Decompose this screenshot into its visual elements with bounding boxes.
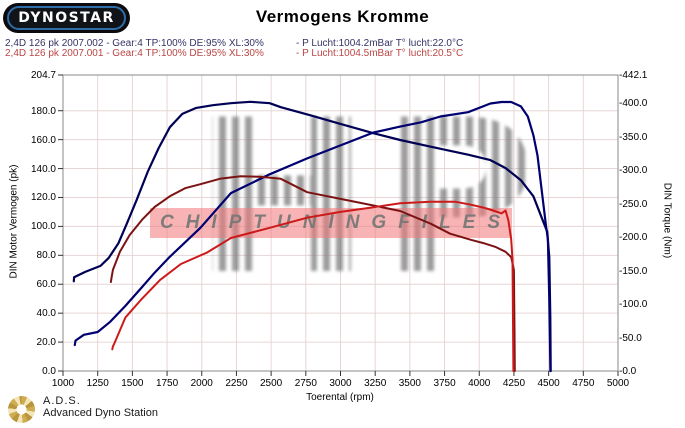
- x-axis-tick-label: 4500: [537, 378, 560, 389]
- x-axis-tick-label: 3000: [329, 378, 352, 389]
- y-axis-right-tick-label: -442.1: [619, 70, 648, 81]
- legend-run-0-label: 2,4D 126 pk 2007.002 - Gear:4 TP:100% DE…: [5, 38, 264, 49]
- x-axis-tick-label: 1750: [155, 378, 179, 389]
- page-title: Vermogens Kromme: [255, 7, 430, 26]
- legend-run-0-conditions: - P Lucht:1004.2mBar T° lucht:22.0°C: [296, 38, 464, 49]
- x-axis-tick-label: 4250: [502, 378, 526, 389]
- dynostar-logo-text: DYNOSTAR: [18, 10, 115, 26]
- x-axis-tick-label: 1000: [51, 378, 75, 389]
- y-axis-right-title: DIN Torque (Nm): [661, 182, 673, 259]
- y-axis-left-title: DIN Motor Vermogen (pk): [8, 164, 20, 279]
- legend-run-1-label: 2,4D 126 pk 2007.001 - Gear:4 TP:100% DE…: [5, 48, 264, 59]
- legend-run-0: 2,4D 126 pk 2007.002 - Gear:4 TP:100% DE…: [5, 39, 463, 49]
- x-axis-tick-label: 4750: [572, 378, 595, 389]
- dynostar-logo-ring: DYNOSTAR: [7, 6, 126, 30]
- x-axis-tick-label: 5000: [606, 378, 630, 389]
- ads-abbr: A.D.S.: [43, 395, 81, 407]
- y-axis-right-tick-label: -250.0: [619, 198, 648, 210]
- watermark-band: CHIPTUNINGFILES: [150, 208, 512, 238]
- watermark-text: CHIPTUNINGFILES: [159, 212, 513, 233]
- y-axis-right-tick-label: -0.0: [619, 366, 637, 377]
- legend-run-1: 2,4D 126 pk 2007.001 - Gear:4 TP:100% DE…: [5, 49, 463, 59]
- x-axis-tick-label: 3750: [433, 378, 456, 389]
- x-axis-tick-label: 2250: [225, 378, 248, 389]
- y-axis-right-tick-label: -150.0: [619, 265, 648, 277]
- ads-name: Advanced Dyno Station: [43, 407, 158, 419]
- y-axis-right-tick-label: -300.0: [619, 165, 648, 177]
- ads-logo-icon: [8, 396, 35, 423]
- x-axis-tick-label: 4000: [468, 378, 491, 389]
- x-axis-tick-label: 2000: [190, 378, 213, 389]
- y-axis-right-tick-label: -350.0: [619, 131, 648, 143]
- x-axis-tick-label: 1500: [121, 378, 144, 389]
- curve-run1-power: [111, 200, 515, 372]
- y-axis-right-tick-label: -400.0: [619, 98, 648, 110]
- watermark-brand: HP: [193, 74, 546, 321]
- x-axis-title: Toerental (rpm): [306, 392, 374, 403]
- y-axis-right-tick-label: -50.0: [619, 332, 642, 344]
- x-axis-tick-label: 1250: [86, 378, 109, 389]
- x-axis-tick-label: 2500: [260, 378, 283, 389]
- x-axis-tick-label: 3250: [364, 378, 387, 389]
- x-axis-tick-label: 2750: [294, 378, 317, 389]
- y-axis-right-tick-label: -100.0: [619, 299, 648, 311]
- x-axis-tick-label: 3500: [398, 378, 421, 389]
- y-axis-right-tick-label: -200.0: [619, 232, 648, 244]
- curve-run1-torque: [109, 175, 516, 372]
- plot-border: [62, 74, 619, 372]
- curve-run2-power: [73, 100, 552, 373]
- curve-run2-torque: [72, 100, 552, 373]
- legend-run-1-conditions: - P Lucht:1004.5mBar T° lucht:20.5°C: [296, 48, 464, 59]
- dynostar-logo: DYNOSTAR: [3, 3, 130, 33]
